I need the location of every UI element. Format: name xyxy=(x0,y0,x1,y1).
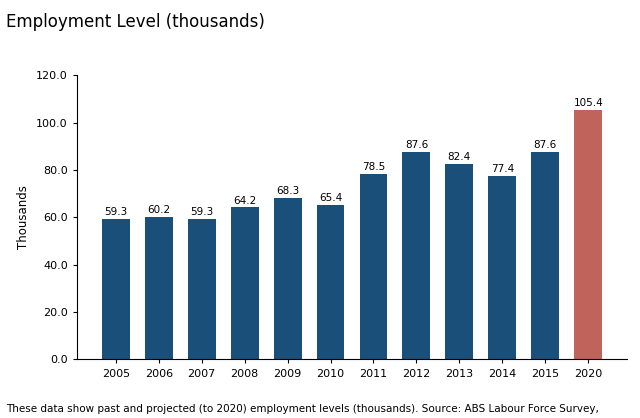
Bar xyxy=(274,198,301,359)
Bar xyxy=(230,207,259,359)
Text: 77.4: 77.4 xyxy=(491,164,514,174)
Bar xyxy=(145,217,173,359)
Text: 60.2: 60.2 xyxy=(147,205,170,215)
Bar xyxy=(488,176,516,359)
Bar xyxy=(531,152,559,359)
Bar xyxy=(102,219,130,359)
Bar xyxy=(317,204,344,359)
Text: 59.3: 59.3 xyxy=(190,207,213,217)
Text: These data show past and projected (to 2020) employment levels (thousands). Sour: These data show past and projected (to 2… xyxy=(6,404,599,414)
Text: 59.3: 59.3 xyxy=(104,207,127,217)
Bar xyxy=(188,219,216,359)
Text: 68.3: 68.3 xyxy=(276,186,300,196)
Text: 105.4: 105.4 xyxy=(573,98,603,108)
Y-axis label: Thousands: Thousands xyxy=(17,186,31,249)
Bar xyxy=(403,152,430,359)
Text: 64.2: 64.2 xyxy=(233,196,256,206)
Text: 78.5: 78.5 xyxy=(362,162,385,172)
Bar xyxy=(445,164,474,359)
Text: 87.6: 87.6 xyxy=(534,140,557,150)
Text: 65.4: 65.4 xyxy=(319,193,342,203)
Bar xyxy=(360,173,387,359)
Text: 87.6: 87.6 xyxy=(404,140,428,150)
Text: Employment Level (thousands): Employment Level (thousands) xyxy=(6,13,265,31)
Text: 82.4: 82.4 xyxy=(448,153,471,163)
Bar xyxy=(574,110,602,359)
